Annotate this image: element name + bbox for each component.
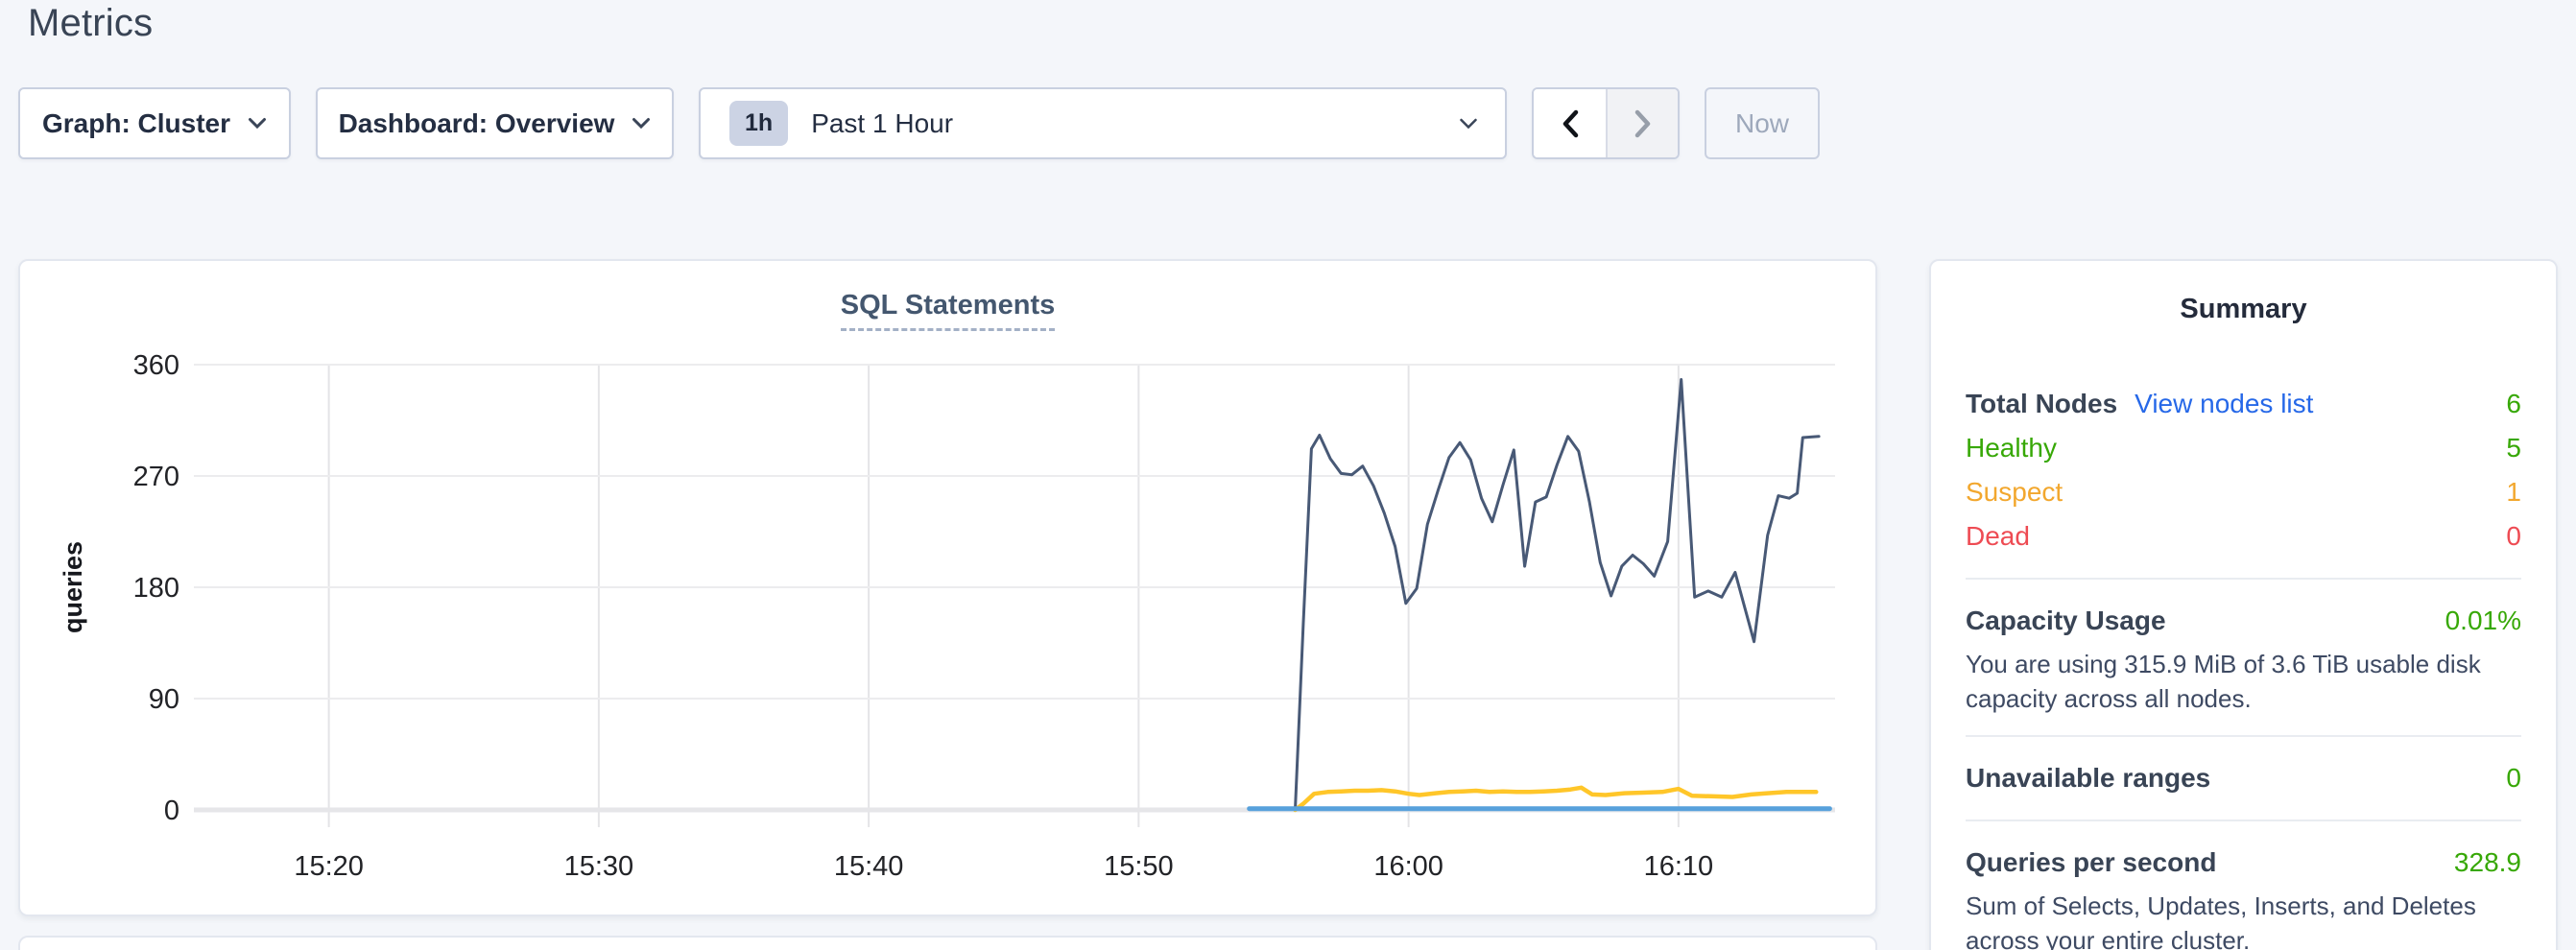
now-button[interactable]: Now xyxy=(1705,87,1820,159)
chevron-right-icon xyxy=(1634,109,1652,138)
x-tick-label: 15:40 xyxy=(834,851,904,882)
prev-timeframe-button[interactable] xyxy=(1534,89,1606,157)
chart-title-row: SQL Statements xyxy=(20,290,1875,331)
capacity-row: Capacity Usage 0.01% xyxy=(1966,599,2521,643)
chevron-down-icon xyxy=(1459,117,1478,130)
divider xyxy=(1966,735,2521,737)
suspect-label: Suspect xyxy=(1966,477,2063,507)
total-nodes-value: 6 xyxy=(2506,389,2521,418)
capacity-section: Capacity Usage 0.01% You are using 315.9… xyxy=(1966,599,2521,716)
dead-label: Dead xyxy=(1966,521,2030,551)
y-tick-label: 360 xyxy=(133,350,179,381)
x-tick-label: 15:30 xyxy=(564,851,634,882)
qps-row: Queries per second 328.9 xyxy=(1966,841,2521,885)
next-timeframe-button[interactable] xyxy=(1606,89,1678,157)
dashboard-dropdown[interactable]: Dashboard: Overview xyxy=(316,87,674,159)
healthy-value: 5 xyxy=(2506,433,2521,463)
summary-title: Summary xyxy=(2180,294,2307,324)
chevron-down-icon xyxy=(632,117,651,130)
chevron-left-icon xyxy=(1562,109,1579,138)
healthy-label: Healthy xyxy=(1966,433,2057,463)
qps-description: Sum of Selects, Updates, Inserts, and De… xyxy=(1966,891,2476,950)
qps-label: Queries per second xyxy=(1966,847,2217,877)
next-chart-card xyxy=(18,936,1877,950)
x-tick-label: 16:00 xyxy=(1373,851,1443,882)
controls-bar: Graph: Cluster Dashboard: Overview 1h Pa… xyxy=(18,87,1820,159)
page-title: Metrics xyxy=(28,2,154,44)
dead-nodes-row: Dead 0 xyxy=(1966,514,2521,558)
capacity-description: You are using 315.9 MiB of 3.6 TiB usabl… xyxy=(1966,650,2481,713)
x-tick-label: 15:50 xyxy=(1104,851,1174,882)
unavailable-ranges-row: Unavailable ranges 0 xyxy=(1966,756,2521,800)
dashboard-dropdown-label: Dashboard: Overview xyxy=(338,107,615,138)
total-nodes-label: Total Nodes xyxy=(1966,389,2118,418)
summary-panel: Summary Total Nodes View nodes list 6 He… xyxy=(1929,259,2558,950)
y-tick-label: 270 xyxy=(133,462,179,492)
qps-value: 328.9 xyxy=(2453,847,2521,877)
dark-slate-series xyxy=(1294,378,1821,812)
x-tick-label: 15:20 xyxy=(294,851,364,882)
unavailable-ranges-label: Unavailable ranges xyxy=(1966,763,2211,793)
divider xyxy=(1966,819,2521,821)
x-tick-label: 16:10 xyxy=(1644,851,1714,882)
y-axis-label: queries xyxy=(59,541,87,633)
sql-statements-chart[interactable]: 15:20 15:30 15:40 15:50 16:00 16:10 0 90 180 270 3… xyxy=(20,261,1879,918)
qps-section: Queries per second 328.9 Sum of Selects,… xyxy=(1966,841,2521,950)
time-window-label: Past 1 Hour xyxy=(811,107,954,138)
capacity-label: Capacity Usage xyxy=(1966,606,2166,635)
total-nodes-row: Total Nodes View nodes list 6 xyxy=(1966,382,2521,426)
time-window-picker[interactable]: 1h Past 1 Hour xyxy=(699,87,1507,159)
y-tick-label: 0 xyxy=(164,796,179,826)
dead-value: 0 xyxy=(2506,521,2521,551)
graph-dropdown-label: Graph: Cluster xyxy=(41,107,231,138)
sql-statements-card: SQL Statements 15:20 15:30 15:40 15:50 16:00… xyxy=(18,259,1877,916)
unavailable-ranges-value: 0 xyxy=(2506,763,2521,793)
suspect-value: 1 xyxy=(2506,477,2521,507)
y-tick-label: 90 xyxy=(149,684,179,715)
suspect-nodes-row: Suspect 1 xyxy=(1966,470,2521,514)
nodes-section: Total Nodes View nodes list 6 Healthy 5 … xyxy=(1966,382,2521,558)
divider xyxy=(1966,578,2521,580)
chart-title[interactable]: SQL Statements xyxy=(840,290,1056,331)
graph-dropdown[interactable]: Graph: Cluster xyxy=(18,87,291,159)
timeframe-arrows xyxy=(1532,87,1680,159)
chevron-down-icon xyxy=(248,117,267,130)
yellow-series xyxy=(1293,785,1819,813)
capacity-value: 0.01% xyxy=(2445,606,2521,635)
y-tick-label: 180 xyxy=(133,573,179,604)
time-window-badge: 1h xyxy=(729,101,789,146)
healthy-nodes-row: Healthy 5 xyxy=(1966,426,2521,470)
view-nodes-list-link[interactable]: View nodes list xyxy=(2135,389,2314,418)
main-content: SQL Statements 15:20 15:30 15:40 15:50 16:00… xyxy=(18,259,2558,950)
